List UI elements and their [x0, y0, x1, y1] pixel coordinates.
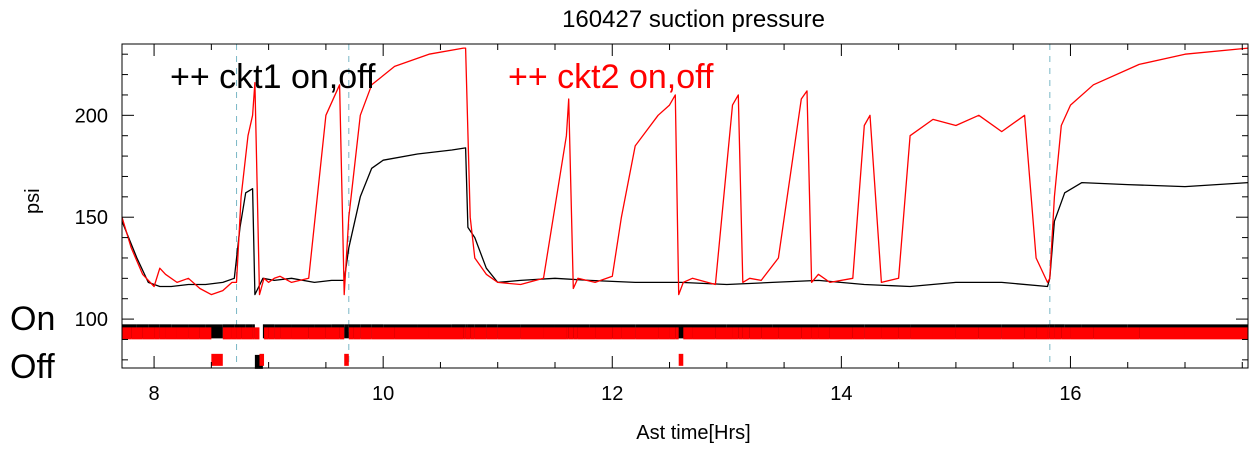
series-lines: [121, 47, 1249, 296]
legend-ckt2: ++ ckt2 on,off: [508, 58, 714, 96]
legend-ckt1: ++ ckt1 on,off: [170, 58, 376, 96]
chart-title: 160427 suction pressure: [562, 6, 825, 33]
on-off-bands: [122, 324, 1248, 369]
plot-frame: [121, 43, 1249, 369]
y-tick-label-1: 150: [75, 207, 108, 229]
dashed-markers: [236, 44, 1051, 368]
y-tick-label-2: 200: [75, 105, 108, 127]
x-tick-label-0: 8: [149, 383, 160, 405]
y-tick-label-0: 100: [75, 309, 108, 331]
axes: 8 10 12 14 16 100 150 200: [75, 43, 1249, 405]
off-state-label: Off: [10, 348, 55, 386]
series-line-ckt2: [121, 47, 1249, 296]
y-axis-label: psi: [22, 188, 44, 214]
x-tick-label-4: 16: [1059, 383, 1081, 405]
x-tick-label-1: 10: [372, 383, 394, 405]
x-tick-label-2: 12: [601, 383, 623, 405]
on-state-label: On: [10, 300, 56, 338]
series-line-ckt1: [121, 147, 1249, 296]
x-axis-label: Ast time[Hrs]: [636, 422, 751, 444]
x-tick-label-3: 14: [830, 383, 852, 405]
